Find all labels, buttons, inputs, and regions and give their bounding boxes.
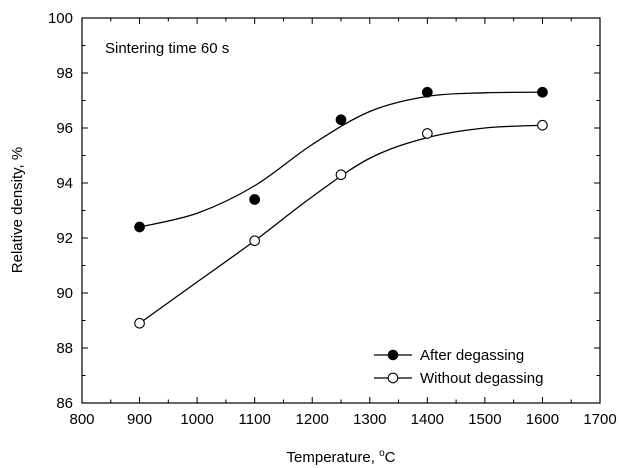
series-1-curve	[139, 124, 543, 324]
x-tick-label: 1400	[411, 411, 444, 428]
legend-label-without: Without degassing	[420, 370, 543, 387]
legend-marker-after	[387, 349, 399, 361]
x-tick-label: 900	[127, 411, 152, 428]
annotation-text: Sintering time 60 s	[105, 40, 229, 57]
legend: After degassing Without degassing	[374, 347, 543, 387]
y-tick-label: 100	[48, 10, 73, 27]
x-axis-title-end: C	[385, 449, 396, 466]
y-tick-label: 86	[56, 395, 73, 412]
x-axis-title: Temperature, oC	[287, 448, 396, 466]
series-0-point	[249, 194, 261, 205]
series-0-point	[134, 221, 145, 233]
series-0-point	[421, 86, 433, 98]
series-0-curve	[139, 91, 543, 228]
x-axis-title-main: Temperature,	[287, 449, 380, 466]
x-tick-label: 1300	[353, 411, 386, 428]
y-tick-label: 96	[56, 120, 73, 137]
axis-ticks: 800 900 1000 1100 1200 1300 1400 1500 1600 1700 86…	[48, 10, 617, 428]
y-tick-label: 94	[56, 175, 73, 192]
series-0-point	[537, 86, 548, 98]
y-tick-label: 92	[56, 230, 73, 247]
x-tick-label: 1600	[526, 411, 559, 428]
x-tick-label: 1500	[468, 411, 501, 428]
legend-marker-without	[387, 372, 399, 384]
legend-label-after: After degassing	[420, 347, 524, 364]
series-points	[134, 86, 548, 329]
series-1-point	[249, 235, 261, 247]
x-tick-label: 1700	[583, 411, 616, 428]
x-tick-label: 1100	[239, 411, 271, 428]
series-curves	[139, 91, 543, 324]
series-1-point	[537, 119, 548, 131]
x-tick-label: 1200	[296, 411, 329, 428]
series-1-point	[134, 317, 145, 329]
plot-frame	[81, 17, 601, 404]
x-tick-label: 800	[69, 411, 94, 428]
series-1-point	[335, 169, 347, 181]
x-axis-title-sup: o	[379, 448, 385, 459]
y-tick-label: 88	[56, 340, 73, 357]
series-0-point	[335, 114, 347, 126]
y-tick-label: 90	[56, 285, 73, 302]
x-tick-label: 1000	[180, 411, 213, 428]
y-tick-label: 98	[56, 65, 73, 82]
y-axis-title: Relative density, %	[9, 147, 26, 273]
series-1-point	[421, 128, 433, 139]
